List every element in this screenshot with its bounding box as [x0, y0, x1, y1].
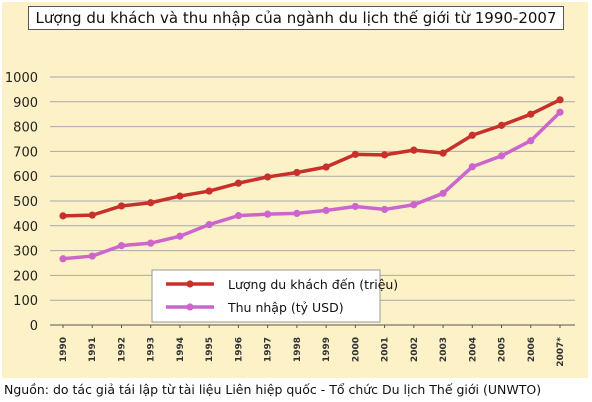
data-point	[556, 96, 564, 104]
data-point	[205, 187, 213, 195]
data-point	[439, 189, 447, 197]
data-point	[497, 121, 506, 129]
y-tick-label: 900	[13, 96, 38, 111]
x-tick-label: 1992	[117, 337, 127, 362]
y-tick-label: 400	[13, 220, 38, 235]
data-point	[322, 163, 330, 171]
data-point	[147, 239, 155, 247]
x-tick-label: 2001	[381, 337, 391, 362]
y-tick-label: 100	[13, 294, 38, 309]
y-tick-label: 800	[13, 121, 38, 136]
data-point	[322, 206, 330, 215]
x-tick-label: 1994	[176, 337, 186, 362]
y-tick-label: 500	[13, 195, 38, 210]
x-tick-label: 1999	[322, 337, 332, 362]
data-point	[88, 252, 96, 260]
data-point	[147, 199, 155, 207]
y-tick-label: 600	[13, 170, 38, 185]
data-point	[527, 137, 535, 145]
source-note: Nguồn: do tác giả tái lập từ tài liệu Li…	[4, 382, 542, 397]
line-chart: 0 100 200 300 400 500 600 700 800 900 1000 1990 1991…	[5, 71, 575, 367]
data-point	[234, 179, 243, 187]
data-point	[176, 192, 184, 200]
legend-swatch-marker	[186, 280, 194, 288]
data-point	[380, 151, 389, 159]
data-point	[527, 110, 535, 118]
data-point	[264, 210, 272, 218]
data-point	[497, 152, 506, 160]
series-line	[62, 98, 561, 218]
data-point	[59, 212, 67, 220]
x-tick-label: 2002	[410, 337, 420, 362]
data-point	[410, 201, 418, 209]
data-point	[556, 108, 564, 116]
x-tick-label: 1998	[293, 337, 303, 362]
data-point	[234, 212, 243, 220]
x-tick-label: 1997	[264, 337, 274, 362]
data-point	[293, 168, 301, 177]
x-tick-label: 2007*	[556, 337, 566, 367]
x-tick-label: 2004	[468, 337, 478, 362]
x-tick-label: 2003	[439, 337, 449, 362]
y-tick-label: 0	[30, 319, 38, 334]
data-point	[351, 150, 359, 158]
data-point	[439, 149, 447, 157]
x-tick-label: 2006	[527, 337, 537, 362]
legend-label: Thu nhập (tỷ USD)	[227, 300, 344, 315]
series-line	[62, 110, 562, 261]
data-point	[205, 220, 213, 229]
legend-label: Lượng du khách đến (triệu)	[228, 277, 398, 292]
y-tick-label: 1000	[5, 71, 38, 86]
x-tick-label: 1990	[59, 337, 69, 362]
x-tick-label: 1991	[88, 337, 98, 362]
data-point	[117, 242, 126, 250]
data-point	[380, 205, 389, 214]
x-tick-label: 1996	[234, 337, 244, 362]
data-point	[293, 209, 301, 217]
data-point	[351, 202, 359, 211]
data-point	[88, 211, 96, 219]
y-tick-label: 200	[13, 269, 38, 284]
data-point	[264, 173, 272, 181]
x-tick-label: 2000	[351, 337, 361, 362]
data-point	[468, 131, 476, 139]
legend-swatch-marker	[186, 303, 194, 311]
data-point	[468, 163, 476, 171]
data-point	[59, 255, 67, 263]
x-tick-label: 1995	[205, 337, 215, 362]
x-tick-label: 2005	[498, 337, 508, 362]
chart-title: Lượng du khách và thu nhập của ngành du …	[28, 6, 564, 30]
data-point	[117, 202, 126, 210]
data-point	[410, 146, 418, 154]
y-tick-label: 700	[13, 145, 38, 160]
data-point	[176, 232, 184, 240]
legend-box	[151, 269, 381, 323]
x-tick-label: 1993	[147, 337, 157, 362]
y-tick-label: 300	[13, 245, 38, 260]
